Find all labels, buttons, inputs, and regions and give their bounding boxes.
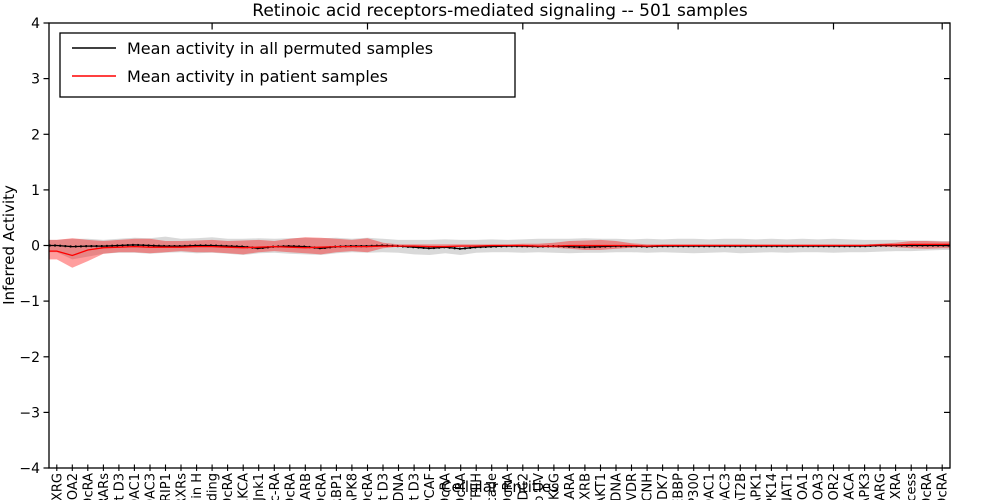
x-tick-label: mol:9cRA [501, 473, 516, 500]
x-tick-label: VDR [625, 473, 640, 500]
x-tick-label: PRKCA [237, 473, 252, 500]
x-tick-label: CDC2 [516, 473, 531, 500]
x-tick-label: HDAC1 [703, 473, 718, 500]
x-tick-label: RARs/Src-1/Cbp/p300/PCAF/9cRA [920, 473, 935, 500]
x-tick-label: RXRs/RARs/NRIP1/9cRA/HDAC1 [128, 473, 143, 500]
y-tick-labels: −4 −3 −2 −1 0 1 2 3 4 [19, 16, 40, 477]
x-tick-label: RAR gamma2/9cRA [454, 473, 469, 500]
y-tick-label: −1 [19, 294, 40, 310]
patient-mean-line [49, 243, 950, 257]
x-tick-label: VDR/VDR/DNA [610, 473, 625, 500]
x-tick-label: positive regulation of DNA binding [206, 473, 221, 500]
x-tick-label: RARB [299, 473, 314, 500]
x-tick-label: CCNH [641, 473, 656, 500]
x-tick-label: CDK7 [656, 473, 671, 500]
x-tick-label: MAPK3 [858, 473, 873, 500]
x-tick-label: RAR alpha/9cRA [283, 473, 298, 500]
x-tick-label: RAR alpha/9cRA/Cyclin H [190, 473, 205, 500]
x-tick-label: MAPK8 [345, 473, 360, 500]
x-tick-label: NRIP1 [159, 473, 174, 500]
x-tick-label: EP300 [687, 473, 702, 500]
x-tick-label: TFIIH [470, 473, 485, 500]
x-tick-label: RXRs/RARs/SMRT(N-CoR2)/9cRA [314, 473, 329, 500]
y-tick-label: 0 [31, 239, 40, 255]
x-tick-label: HDAC3 [718, 473, 733, 500]
x-tick-label: RXRs/RXRs/DNA/9cRA [81, 473, 96, 500]
x-tick-label: RXRs/VDR/DNA/Vit D3 [112, 473, 127, 500]
patient-range-area [49, 237, 950, 268]
legend-box [59, 32, 516, 98]
x-tick-label: response to UV [532, 473, 547, 500]
x-tick-label: NCOA3 [812, 473, 827, 500]
legend: Mean activity in all permuted samples Me… [59, 32, 516, 98]
x-tick-label: proteasomal ubiquitin-dependent protein … [905, 473, 920, 500]
y-tick-label: −3 [19, 405, 40, 421]
x-axis-label: Cellular Entities [441, 478, 559, 496]
x-tick-label: PRKACA [843, 473, 858, 500]
x-tick-label: AKT1 [594, 473, 609, 500]
x-tick-label: NCOA1 [796, 473, 811, 500]
y-tick-label: 1 [31, 183, 40, 199]
x-tick-label: NCOR2 [827, 473, 842, 500]
y-axis-label: Inferred Activity [0, 185, 18, 305]
x-tick-label: RXRA [889, 473, 904, 500]
x-tick-label: RXRs/RARs/NRIP1/9cRA/HDAC3 [144, 473, 159, 500]
x-tick-label: KAT2B [734, 473, 749, 500]
legend-label-permuted: Mean activity in all permuted samples [127, 39, 433, 58]
x-tick-label: MAPK1 [749, 473, 764, 500]
x-tick-label: RXRG [50, 473, 65, 500]
y-tick-label: 3 [31, 72, 40, 88]
y-tick-label: −2 [19, 350, 40, 366]
y-tick-label: 4 [31, 16, 40, 32]
permuted-range-area [49, 236, 950, 260]
x-tick-label: mol:Vit D3 [408, 473, 423, 500]
x-tick-label: RARs/TIF2/Cbp/p300/PCAF/9cRA [361, 473, 376, 500]
x-tick-label: RAR alpha/Jnk1 [252, 473, 267, 500]
x-tick-label: RBP1 [330, 473, 345, 500]
x-tick-labels: RXRGNCOA2RXRs/RXRs/DNA/9cRARXRs/RARsRXRs… [50, 473, 951, 504]
x-tick-label: negative regulation of phosphoinositide … [485, 473, 500, 500]
x-tick-label: RARG [874, 473, 889, 500]
x-tick-label: Cbp/p300/PCAF [423, 473, 438, 500]
legend-label-patient: Mean activity in patient samples [127, 67, 388, 86]
y-tick-label: −4 [19, 461, 40, 477]
x-tick-label: MNAT1 [780, 473, 795, 500]
line-layer [49, 243, 950, 257]
x-tick-label: MAPK14 [765, 473, 780, 500]
x-tick-label: VDR/VDR/Vit D3 [377, 473, 392, 500]
x-tick-label: CREBBP [672, 473, 687, 500]
x-tick-label: RXRB [578, 473, 593, 500]
x-tick-label: RAR alpha/RXRs [175, 473, 190, 500]
x-tick-label: RXRs/RARs/NRIP1/9cRA [221, 473, 236, 500]
x-tick-label: NCOA2 [66, 473, 81, 500]
y-tick-label: 2 [31, 127, 40, 143]
band-layer [49, 236, 950, 268]
x-tick-label: CRBP1/9-cic-RA [268, 473, 283, 500]
x-tick-label: PRKCG [547, 473, 562, 500]
tick-layer [43, 22, 950, 471]
x-tick-label: RARA [563, 473, 578, 500]
x-tick-label: VDR/Vit D3/DNA [392, 473, 407, 500]
x-tick-label: RAR gamma1/9cRA [439, 473, 454, 500]
x-tick-label: RXRs/RARs [97, 473, 112, 500]
chart-title: Retinoic acid receptors-mediated signali… [252, 1, 748, 21]
x-tick-label: RARs/AIB1/Cbp/p300/PCAF/9cRA [936, 473, 951, 500]
